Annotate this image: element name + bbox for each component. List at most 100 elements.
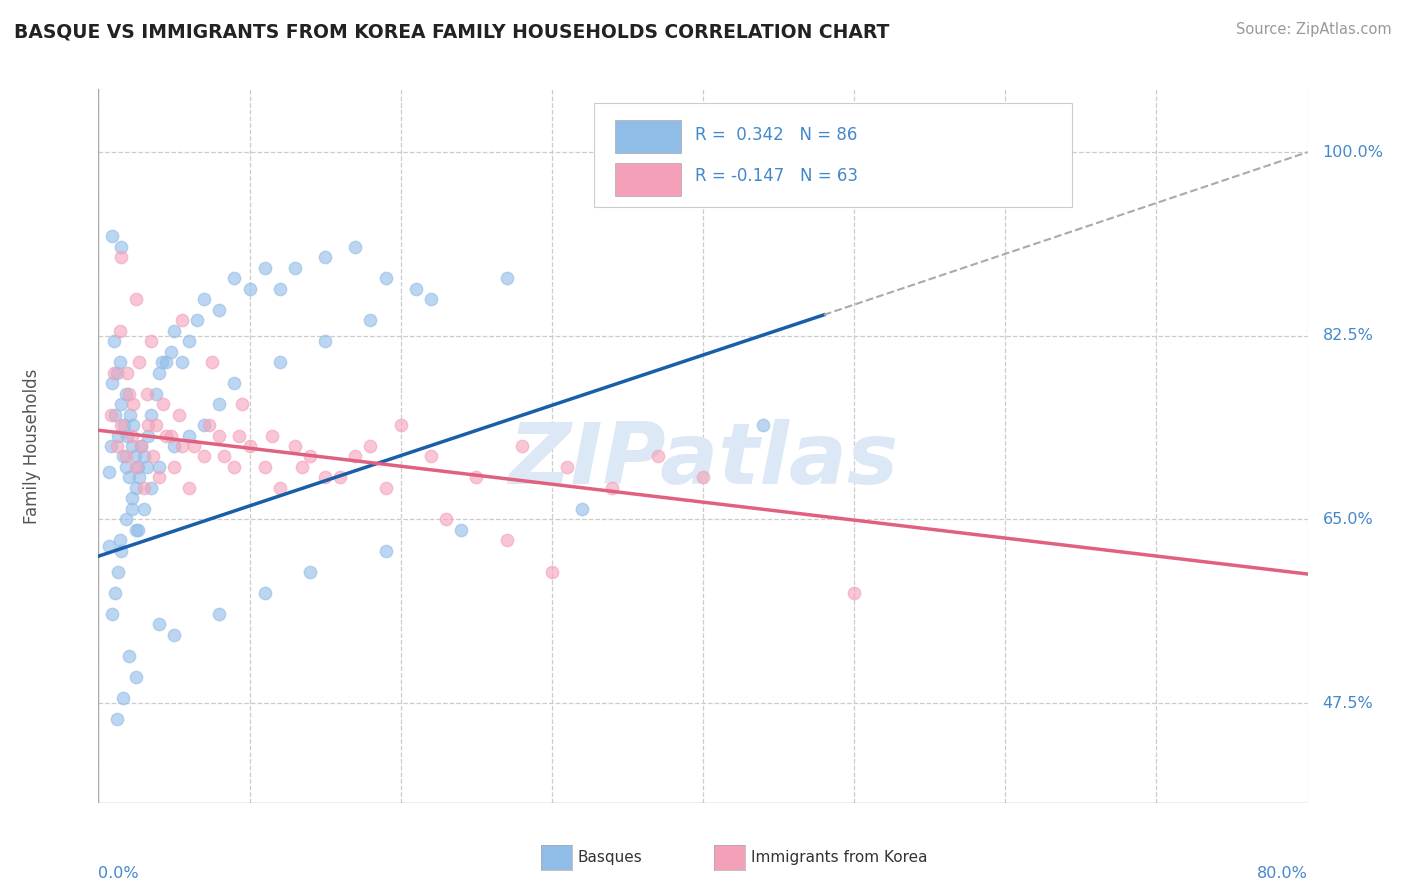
Point — [114, 450, 136, 464]
Point — [125, 481, 148, 495]
Point — [495, 271, 517, 285]
Point — [148, 470, 170, 484]
Point — [602, 481, 624, 495]
Point — [120, 408, 142, 422]
Point — [239, 282, 262, 296]
Point — [128, 355, 150, 369]
Point — [152, 397, 174, 411]
Point — [155, 355, 177, 369]
Point — [135, 460, 157, 475]
Point — [107, 565, 129, 579]
Text: Source: ZipAtlas.com: Source: ZipAtlas.com — [1236, 22, 1392, 37]
Point — [105, 439, 128, 453]
Point — [253, 586, 276, 600]
Text: 100.0%: 100.0% — [1323, 145, 1384, 160]
Point — [314, 334, 336, 348]
Point — [118, 470, 141, 484]
Point — [495, 533, 517, 548]
Point — [101, 607, 124, 621]
Point — [129, 439, 152, 453]
Point — [125, 292, 148, 306]
Point — [163, 439, 186, 453]
Point — [112, 417, 135, 432]
Point — [118, 386, 141, 401]
Point — [389, 417, 412, 432]
Point — [212, 450, 235, 464]
Point — [177, 428, 201, 442]
Point — [208, 428, 231, 442]
Point — [98, 465, 121, 479]
Point — [148, 366, 170, 380]
Point — [125, 670, 148, 684]
Point — [193, 450, 215, 464]
Point — [145, 386, 167, 401]
Text: BASQUE VS IMMIGRANTS FROM KOREA FAMILY HOUSEHOLDS CORRELATION CHART: BASQUE VS IMMIGRANTS FROM KOREA FAMILY H… — [14, 22, 890, 41]
Point — [201, 355, 224, 369]
Point — [555, 460, 578, 475]
Point — [125, 523, 148, 537]
Point — [177, 334, 201, 348]
Point — [167, 408, 190, 422]
Point — [291, 460, 314, 475]
Point — [128, 470, 150, 484]
Point — [160, 428, 183, 442]
Point — [111, 690, 134, 705]
Point — [329, 470, 352, 484]
Point — [314, 250, 336, 264]
Point — [510, 439, 533, 453]
Text: Immigrants from Korea: Immigrants from Korea — [751, 850, 928, 864]
Text: ZIPatlas: ZIPatlas — [508, 418, 898, 502]
Point — [110, 250, 132, 264]
Point — [228, 428, 250, 442]
Point — [148, 460, 170, 475]
Point — [111, 450, 134, 464]
Point — [692, 470, 714, 484]
Point — [170, 439, 193, 453]
Point — [145, 417, 167, 432]
Point — [132, 502, 155, 516]
Text: 0.0%: 0.0% — [98, 866, 139, 880]
Point — [127, 460, 149, 475]
Point — [571, 502, 593, 516]
Point — [197, 417, 219, 432]
Point — [434, 512, 457, 526]
Point — [253, 260, 276, 275]
Point — [299, 565, 322, 579]
Bar — [614, 120, 682, 153]
Point — [114, 460, 136, 475]
Point — [121, 439, 143, 453]
Point — [160, 344, 183, 359]
Point — [121, 502, 143, 516]
Point — [141, 334, 163, 348]
Text: 82.5%: 82.5% — [1323, 328, 1374, 343]
Point — [193, 292, 215, 306]
Point — [374, 271, 396, 285]
Point — [115, 366, 138, 380]
Point — [170, 313, 193, 327]
Point — [405, 282, 427, 296]
Point — [269, 355, 291, 369]
Point — [231, 397, 253, 411]
Point — [100, 439, 122, 453]
Point — [141, 481, 163, 495]
Point — [163, 628, 186, 642]
Point — [125, 460, 148, 475]
Point — [148, 617, 170, 632]
Point — [224, 376, 246, 390]
Point — [844, 586, 866, 600]
Point — [284, 439, 307, 453]
Point — [752, 417, 775, 432]
Point — [103, 366, 125, 380]
Point — [170, 355, 193, 369]
Point — [450, 523, 472, 537]
Point — [122, 397, 145, 411]
Point — [104, 408, 127, 422]
Point — [253, 460, 276, 475]
Point — [110, 397, 132, 411]
Point — [135, 386, 157, 401]
Point — [239, 439, 262, 453]
Text: R =  0.342   N = 86: R = 0.342 N = 86 — [695, 126, 856, 144]
Point — [344, 239, 367, 253]
Point — [419, 450, 441, 464]
Point — [101, 376, 124, 390]
